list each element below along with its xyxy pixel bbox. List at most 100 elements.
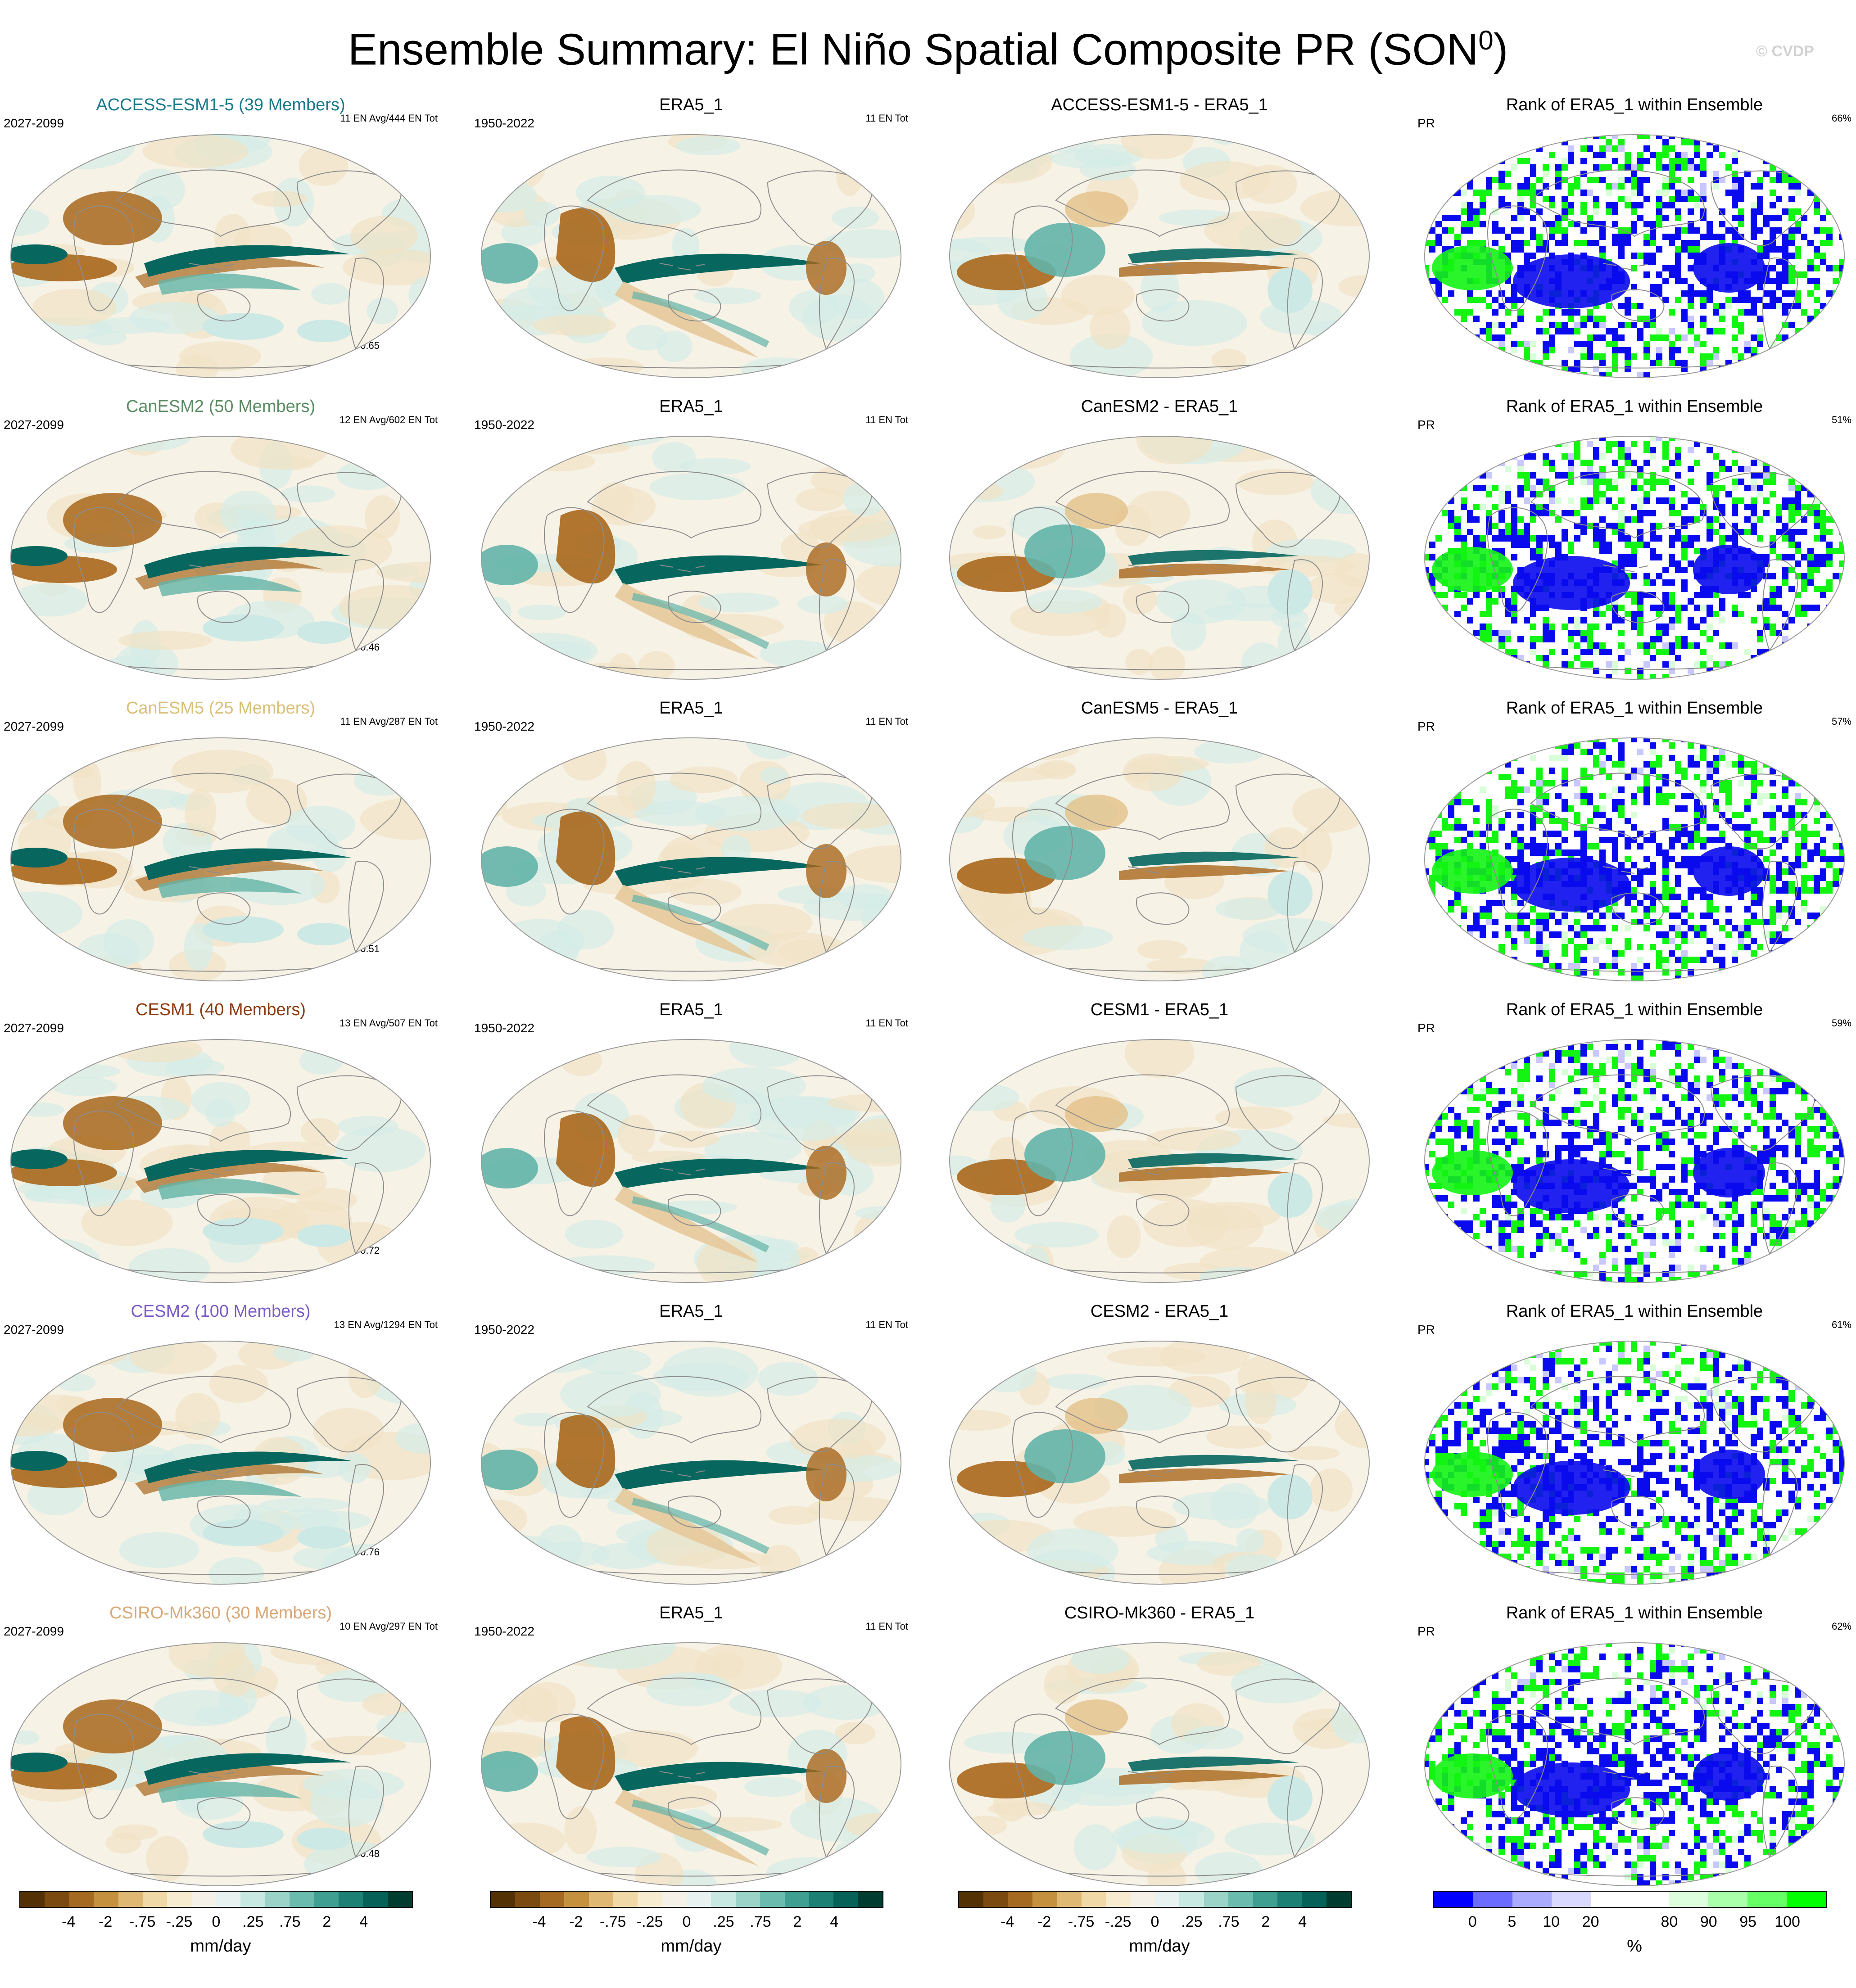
colorbar-swatch bbox=[491, 1892, 516, 1907]
colorbar-swatch bbox=[216, 1892, 241, 1907]
colorbar-tick-label: 20 bbox=[1582, 1913, 1599, 1930]
colorbar-tick-label: 0 bbox=[1468, 1913, 1477, 1930]
colorbar-tick-label: 4 bbox=[359, 1913, 368, 1930]
rank-panel: Rank of ERA5_1 within Ensemble PR 57% bbox=[1414, 698, 1855, 986]
precip-map bbox=[481, 1642, 901, 1886]
colorbar-swatch bbox=[638, 1892, 662, 1907]
colorbar-swatch bbox=[1473, 1892, 1512, 1907]
year-range: 2027-2099 bbox=[4, 116, 64, 130]
event-count: 11 EN Tot bbox=[865, 716, 908, 727]
colorbar: -4 -2 -.75 -.25 0 .25 .75 2 4 mm/day bbox=[0, 1891, 441, 1981]
colorbar-swatches bbox=[19, 1891, 413, 1908]
panel-title: Rank of ERA5_1 within Ensemble bbox=[1506, 699, 1763, 718]
diff-panel: CSIRO-Mk360 - ERA5_1 bbox=[939, 1603, 1380, 1891]
colorbar-tick-label: .25 bbox=[242, 1913, 264, 1930]
rank-map bbox=[1424, 1341, 1845, 1585]
rank-map bbox=[1424, 436, 1845, 680]
obs-panel: ERA5_1 1950-2022 11 EN Tot bbox=[471, 95, 912, 383]
model-panel: CESM1 (40 Members) 2027-2099 13 EN Avg/507… bbox=[0, 999, 441, 1288]
colorbar-tick-label: 90 bbox=[1700, 1913, 1717, 1930]
colorbar-swatch bbox=[711, 1892, 736, 1907]
panel-title: ERA5_1 bbox=[659, 1302, 723, 1321]
rank-percentage: 59% bbox=[1831, 1017, 1851, 1029]
panel-title: ACCESS-ESM1-5 - ERA5_1 bbox=[1051, 95, 1268, 114]
panel-title: Rank of ERA5_1 within Ensemble bbox=[1506, 397, 1763, 416]
model-panel: CESM2 (100 Members) 2027-2099 13 EN Avg/12… bbox=[0, 1301, 441, 1589]
panel-title: Rank of ERA5_1 within Ensemble bbox=[1506, 1302, 1763, 1321]
rank-map bbox=[1424, 737, 1845, 981]
colorbar-tick-label: -.25 bbox=[636, 1913, 663, 1930]
rank-percentage: 51% bbox=[1831, 414, 1851, 425]
colorbar-tick-label: -2 bbox=[1037, 1913, 1051, 1930]
event-count: 10 EN Avg/297 EN Tot bbox=[339, 1621, 438, 1632]
panel-title: CESM1 - ERA5_1 bbox=[1090, 1000, 1229, 1019]
model-panel: CanESM2 (50 Members) 2027-2099 12 EN Avg/6… bbox=[0, 396, 441, 684]
event-count: 13 EN Avg/507 EN Tot bbox=[339, 1017, 438, 1029]
event-count: 11 EN Avg/444 EN Tot bbox=[340, 113, 438, 124]
colorbar-swatch bbox=[1630, 1892, 1669, 1907]
precip-map bbox=[949, 436, 1370, 680]
precip-map bbox=[10, 737, 431, 981]
year-range: 1950-2022 bbox=[474, 116, 534, 130]
colorbar-tick-label: 0 bbox=[682, 1913, 691, 1930]
colorbar-swatch bbox=[1302, 1892, 1326, 1907]
rank-panel: Rank of ERA5_1 within Ensemble PR 66% bbox=[1414, 95, 1855, 383]
rank-percentage: 57% bbox=[1831, 716, 1851, 727]
rank-panel: Rank of ERA5_1 within Ensemble PR 62% bbox=[1414, 1603, 1855, 1891]
colorbar-tick-label: 2 bbox=[322, 1913, 331, 1930]
panel-title: CESM2 (100 Members) bbox=[131, 1302, 311, 1321]
colorbar-tick-label: -.75 bbox=[1068, 1913, 1095, 1930]
year-range: 1950-2022 bbox=[474, 1624, 534, 1638]
colorbar-swatch bbox=[983, 1892, 1008, 1907]
colorbar-swatch bbox=[1008, 1892, 1033, 1907]
colorbar-swatch bbox=[167, 1892, 192, 1907]
year-range: 2027-2099 bbox=[4, 719, 64, 733]
precip-map bbox=[481, 1341, 901, 1585]
variable-label: PR bbox=[1417, 1021, 1435, 1035]
panel-title: Rank of ERA5_1 within Ensemble bbox=[1506, 1604, 1763, 1622]
panel-title: CESM1 (40 Members) bbox=[136, 1000, 306, 1019]
colorbar-tick-label: 10 bbox=[1543, 1913, 1560, 1930]
obs-panel: ERA5_1 1950-2022 11 EN Tot bbox=[471, 1301, 912, 1589]
rank-map bbox=[1424, 1642, 1845, 1886]
colorbar-tick-label: -4 bbox=[532, 1913, 546, 1930]
model-panel: ACCESS-ESM1-5 (39 Members) 2027-2099 11 EN… bbox=[0, 95, 441, 383]
colorbar-swatch bbox=[290, 1892, 314, 1907]
variable-label: PR bbox=[1417, 418, 1435, 432]
colorbar-swatch bbox=[265, 1892, 290, 1907]
colorbar-tick-label: 0 bbox=[212, 1913, 221, 1930]
rank-map bbox=[1424, 1039, 1845, 1283]
colorbar-tick-label: -2 bbox=[99, 1913, 113, 1930]
colorbar-tick-label: .75 bbox=[279, 1913, 301, 1930]
colorbar-tick-label: -.25 bbox=[1105, 1913, 1132, 1930]
colorbar-swatch bbox=[833, 1892, 858, 1907]
colorbar-swatch bbox=[1228, 1892, 1253, 1907]
cvdp-watermark: © CVDP bbox=[1756, 43, 1814, 60]
colorbar-swatch bbox=[1179, 1892, 1204, 1907]
year-range: 2027-2099 bbox=[4, 418, 64, 432]
panel-title: Rank of ERA5_1 within Ensemble bbox=[1506, 1000, 1763, 1019]
colorbar-swatch bbox=[613, 1892, 638, 1907]
diff-panel: CESM2 - ERA5_1 bbox=[939, 1301, 1380, 1589]
colorbar-swatch bbox=[1512, 1892, 1552, 1907]
colorbar-swatch bbox=[1106, 1892, 1131, 1907]
colorbar-swatch bbox=[118, 1892, 143, 1907]
colorbar-swatch bbox=[240, 1892, 265, 1907]
colorbar-swatch bbox=[45, 1892, 69, 1907]
precip-map bbox=[949, 1341, 1370, 1585]
diff-panel: CESM1 - ERA5_1 bbox=[939, 999, 1380, 1288]
precip-map bbox=[481, 134, 901, 378]
event-count: 12 EN Avg/602 EN Tot bbox=[339, 414, 438, 425]
panel-title: ERA5_1 bbox=[659, 699, 723, 718]
precip-map bbox=[10, 134, 431, 378]
colorbar-tick-label: 5 bbox=[1507, 1913, 1516, 1930]
diff-panel: CanESM2 - ERA5_1 bbox=[939, 396, 1380, 684]
colorbar-swatch bbox=[784, 1892, 809, 1907]
colorbar-swatch bbox=[191, 1892, 216, 1907]
colorbar-swatch bbox=[1277, 1892, 1302, 1907]
year-range: 1950-2022 bbox=[474, 1323, 534, 1337]
panel-title: ACCESS-ESM1-5 (39 Members) bbox=[96, 95, 345, 114]
rank-percentage: 66% bbox=[1831, 113, 1851, 124]
colorbar-swatch bbox=[564, 1892, 589, 1907]
precip-map bbox=[10, 1039, 431, 1283]
